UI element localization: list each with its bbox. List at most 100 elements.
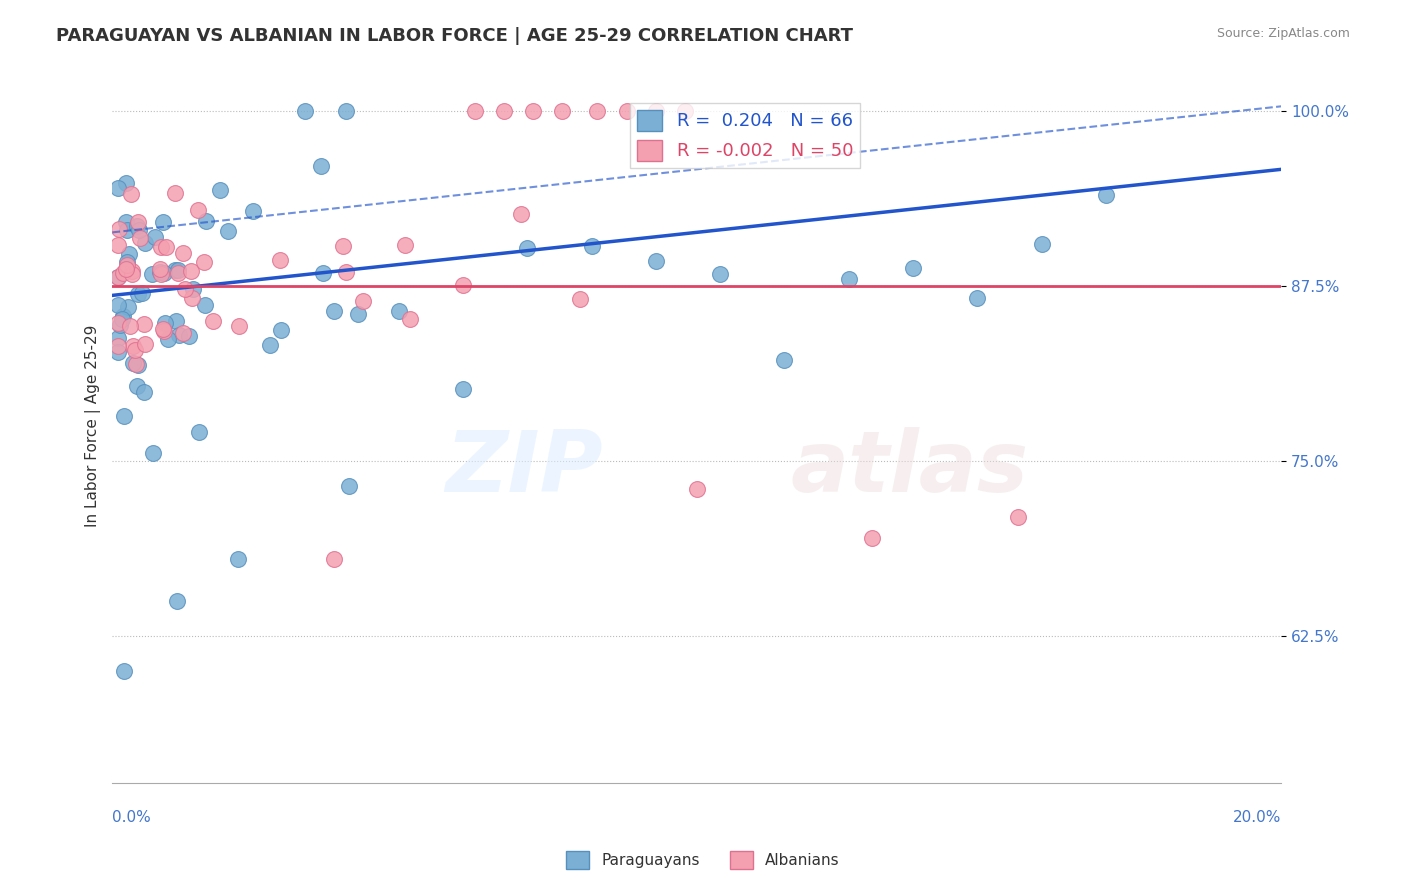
- Point: [149, 264, 172, 278]
- Point: [152, 214, 174, 228]
- Point: [107, 339, 129, 353]
- Point: [125, 357, 148, 371]
- Point: [1094, 188, 1116, 202]
- Point: [180, 291, 202, 305]
- Point: [110, 312, 132, 326]
- Point: [115, 255, 138, 269]
- Point: [134, 236, 156, 251]
- Point: [107, 238, 129, 252]
- Point: [1031, 236, 1053, 251]
- Point: [551, 103, 574, 118]
- Point: [209, 183, 232, 197]
- Point: [127, 287, 149, 301]
- Point: [335, 265, 357, 279]
- Point: [155, 240, 177, 254]
- Point: [115, 223, 138, 237]
- Point: [121, 264, 143, 278]
- Legend: Paraguayans, Albanians: Paraguayans, Albanians: [560, 845, 846, 875]
- Point: [152, 322, 174, 336]
- Point: [134, 385, 156, 400]
- Point: [187, 202, 209, 217]
- Point: [492, 103, 515, 118]
- Text: 20.0%: 20.0%: [1233, 810, 1281, 825]
- Point: [217, 223, 239, 237]
- Point: [107, 270, 129, 285]
- Text: ZIP: ZIP: [446, 427, 603, 510]
- Point: [127, 359, 149, 373]
- Point: [143, 230, 166, 244]
- Point: [194, 214, 217, 228]
- Point: [773, 353, 796, 368]
- Point: [134, 337, 156, 351]
- Text: Source: ZipAtlas.com: Source: ZipAtlas.com: [1216, 27, 1350, 40]
- Point: [686, 482, 709, 496]
- Point: [108, 318, 131, 333]
- Point: [709, 267, 731, 281]
- Point: [673, 103, 696, 118]
- Point: [165, 314, 187, 328]
- Point: [568, 292, 591, 306]
- Point: [107, 298, 129, 312]
- Point: [516, 241, 538, 255]
- Point: [121, 339, 143, 353]
- Point: [121, 267, 143, 281]
- Point: [332, 238, 354, 252]
- Point: [451, 382, 474, 396]
- Point: [242, 203, 264, 218]
- Point: [510, 207, 533, 221]
- Point: [172, 326, 194, 341]
- Point: [128, 223, 150, 237]
- Point: [180, 264, 202, 278]
- Point: [124, 343, 146, 358]
- Point: [127, 214, 149, 228]
- Point: [112, 409, 135, 423]
- Point: [107, 345, 129, 359]
- Point: [167, 327, 190, 342]
- Point: [112, 266, 135, 280]
- Point: [167, 263, 190, 277]
- Point: [150, 240, 173, 254]
- Point: [586, 103, 609, 118]
- Point: [644, 103, 666, 118]
- Point: [128, 231, 150, 245]
- Point: [451, 277, 474, 292]
- Point: [399, 312, 422, 326]
- Point: [187, 425, 209, 439]
- Point: [117, 300, 139, 314]
- Point: [581, 239, 603, 253]
- Point: [167, 266, 190, 280]
- Point: [174, 282, 197, 296]
- Point: [337, 479, 360, 493]
- Point: [125, 219, 148, 233]
- Point: [142, 446, 165, 460]
- Text: PARAGUAYAN VS ALBANIAN IN LABOR FORCE | AGE 25-29 CORRELATION CHART: PARAGUAYAN VS ALBANIAN IN LABOR FORCE | …: [56, 27, 853, 45]
- Point: [120, 318, 142, 333]
- Point: [122, 356, 145, 370]
- Point: [107, 269, 129, 284]
- Text: atlas: atlas: [790, 427, 1028, 510]
- Point: [270, 323, 292, 337]
- Point: [294, 103, 316, 118]
- Point: [259, 337, 281, 351]
- Point: [165, 186, 187, 200]
- Point: [312, 266, 335, 280]
- Point: [352, 294, 374, 309]
- Point: [323, 304, 346, 318]
- Legend: R =  0.204   N = 66, R = -0.002   N = 50: R = 0.204 N = 66, R = -0.002 N = 50: [630, 103, 860, 168]
- Point: [115, 258, 138, 272]
- Point: [125, 379, 148, 393]
- Point: [114, 176, 136, 190]
- Point: [335, 103, 357, 118]
- Point: [201, 313, 224, 327]
- Point: [107, 316, 129, 330]
- Point: [107, 181, 129, 195]
- Point: [172, 246, 194, 260]
- Point: [228, 318, 250, 333]
- Point: [644, 253, 666, 268]
- Point: [901, 260, 924, 275]
- Point: [112, 664, 135, 678]
- Point: [347, 307, 370, 321]
- Point: [1007, 509, 1029, 524]
- Point: [108, 221, 131, 235]
- Point: [165, 263, 187, 277]
